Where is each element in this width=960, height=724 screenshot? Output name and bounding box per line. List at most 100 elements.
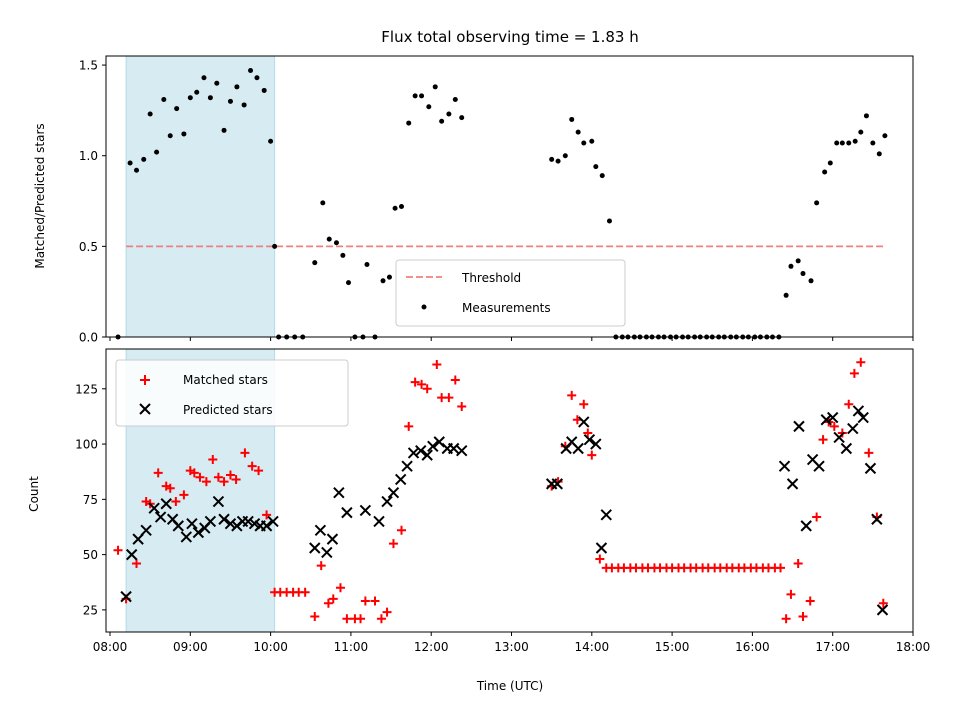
x-tick-label: 15:00 [655,640,690,654]
predicted-point [852,405,865,417]
predicted-point [590,438,602,450]
measurement-point [814,200,820,206]
predicted-point [833,431,845,444]
measurement-point [127,160,133,166]
matched-point [818,435,828,445]
measurement-point [154,149,160,155]
legend-predicted-marker [139,403,151,415]
measurement-point [863,113,869,119]
x-axis-label: Time (UTC) [476,679,543,693]
x-tick-label: 12:00 [414,640,449,654]
predicted-point [359,504,372,517]
measurement-point [333,240,339,246]
measurement-point [398,203,404,209]
predicted-point [186,517,198,530]
predicted-point [120,590,132,603]
matched-point [153,468,163,478]
predicted-point [309,542,321,554]
measurement-point [599,173,605,179]
matched-point [132,558,142,568]
measurement-point [788,263,794,269]
matched-point [793,558,803,568]
matched-point [316,561,326,571]
predicted-point [820,414,832,426]
matched-point [262,510,272,520]
measurement-point [549,156,555,162]
measurement-point [147,111,153,117]
measurement-point [187,95,193,101]
measurement-point [272,243,278,249]
legend-bottom: Matched stars Predicted stars [115,359,349,427]
predicted-point [421,449,433,461]
measurement-point [827,160,833,166]
measurement-point [201,75,207,81]
measurement-point [432,84,438,90]
matched-point [360,596,370,606]
matched-point [567,390,577,400]
legend-threshold-label: Threshold [461,271,521,285]
matched-point [781,614,791,624]
measurement-point [569,116,575,122]
measurement-point [207,95,213,101]
top-axes-frame [105,55,914,338]
predicted-point [595,542,608,554]
matched-point [579,399,589,409]
legend-matched-label: Matched stars [183,373,268,387]
predicted-point [218,513,230,525]
predicted-point [212,495,225,508]
matched-point [595,554,605,564]
measurement-point [882,133,888,139]
predicted-point [456,444,468,457]
measurement-point [459,115,465,121]
predicted-point [381,495,393,508]
measurement-point [858,129,864,135]
bottom-y-tick-label: 50 [83,548,98,562]
matched-point [219,477,229,487]
measurement-point [141,156,147,162]
legend-top: Threshold Measurements [395,259,626,327]
matched-point [370,596,380,606]
measurement-point [606,218,612,224]
predicted-point [192,526,205,539]
matched-point [328,594,338,604]
measurement-point [439,118,445,124]
predicted-point [321,546,333,559]
bottom-y-tick-label: 25 [83,603,98,617]
measurement-point [241,102,247,108]
predicted-point [840,442,853,455]
matched-point [189,468,199,478]
measurement-point [795,258,801,264]
measurement-point [870,140,876,146]
matched-point [805,596,815,606]
x-tick-label: 08:00 [93,640,128,654]
measurement-point [783,292,789,298]
measurement-point [254,75,260,81]
legend-measurements-marker [421,304,427,310]
measurement-point [846,140,852,146]
predicted-point [871,513,883,525]
measurement-point [426,104,432,110]
matched-point [388,539,398,549]
measurement-point [575,129,581,135]
measurement-point [386,274,392,280]
matched-point [457,401,467,411]
top-y-tick-label: 1.5 [79,59,98,73]
measurement-point [248,68,254,74]
matched-point [382,607,392,617]
matched-point [356,614,366,624]
matched-point [878,598,888,608]
predicted-point [394,473,407,486]
matched-point [404,421,414,431]
x-tick-label: 13:00 [494,640,529,654]
matched-point [844,399,854,409]
matched-point [583,428,593,438]
chart-title: Flux total observing time = 1.83 h [381,28,638,46]
matched-point [300,587,310,597]
matched-point [247,461,257,471]
matched-point [432,359,442,369]
matched-point [254,466,264,476]
matched-point [201,477,211,487]
measurement-point [346,280,352,286]
bottom-y-tick-label: 75 [83,493,98,507]
